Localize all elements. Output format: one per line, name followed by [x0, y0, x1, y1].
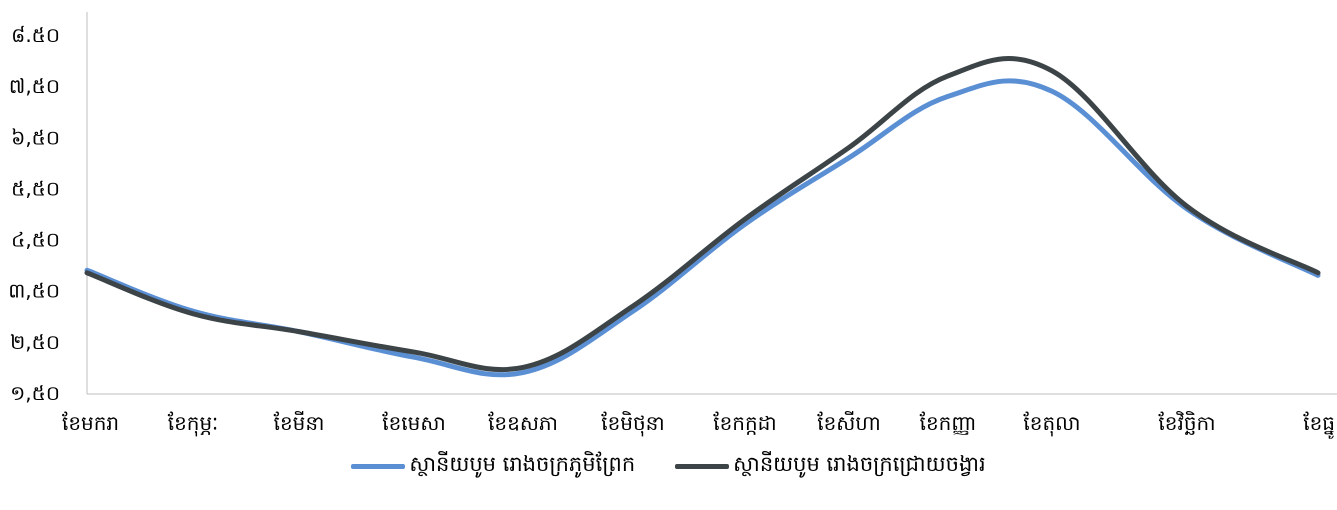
- y-tick-label: ៨.៥០: [11, 23, 60, 47]
- legend-swatch-series-2: [675, 464, 729, 469]
- legend-label-series-2: ស្ថានីយបូម រោងចក្រជ្រោយចង្វារ: [733, 451, 985, 482]
- y-axis-labels: ១,៥០ ២,៥០ ៣,៥០ ៤,៥០ ៥,៥០ ៦,៥០ ៧,៥០ ៨.៥០: [8, 23, 60, 405]
- legend-label-series-1: ស្ថានីយបូម រោងចក្រភូមិព្រែក: [409, 451, 635, 482]
- x-tick-label: ខែមេសា: [382, 411, 445, 435]
- line-chart: ១,៥០២,៥០៣,៥០៤,៥០៥,៥០៦,៥០៧,៥០៨.៥០ ខែមករាខ…: [0, 0, 1337, 440]
- y-tick-label: ៤,៥០: [11, 228, 60, 252]
- y-tick-label: ៦,៥០: [11, 125, 60, 149]
- x-tick-label: ខែតុលា: [1023, 411, 1080, 437]
- series-line-2: [87, 58, 1318, 369]
- x-axis-labels: ខែមករា ខែកុម្ភៈ ខែមីនា ខែមេសា ខែឧសភា ខែមិថុនា…: [62, 410, 1335, 439]
- y-tick-label: ៧,៥០: [9, 74, 60, 98]
- x-tick-label: ខែឧសភា: [488, 411, 558, 435]
- x-tick-label: ខែកុម្ភៈ: [168, 411, 219, 437]
- x-tick-label: ខែមករា: [62, 411, 119, 435]
- x-tick-label: ខែមីនា: [274, 410, 325, 435]
- x-tick-label: ខែមិថុនា: [601, 410, 664, 437]
- series-lines: [87, 58, 1318, 374]
- x-tick-label: ខែវិច្ឆិកា: [1158, 410, 1215, 435]
- x-tick-label: ខែធ្នូ: [1303, 411, 1335, 439]
- y-tick-label: ៣,៥០: [8, 279, 60, 303]
- y-tick-label: ២,៥០: [10, 330, 60, 354]
- y-tick-label: ១,៥០: [10, 381, 60, 405]
- chart-legend: ស្ថានីយបូម រោងចក្រភូមិព្រែក ស្ថានីយបូម រ…: [0, 446, 1337, 486]
- x-tick-label: ខែសីហា: [817, 410, 880, 435]
- legend-swatch-series-1: [351, 464, 405, 469]
- legend-item-series-1: ស្ថានីយបូម រោងចក្រភូមិព្រែក: [351, 451, 635, 482]
- y-tick-label: ៥,៥០: [11, 176, 60, 200]
- legend-item-series-2: ស្ថានីយបូម រោងចក្រជ្រោយចង្វារ: [675, 451, 985, 482]
- series-line-1: [87, 81, 1318, 375]
- x-tick-label: ខែកក្កដា: [713, 411, 776, 435]
- x-tick-label: ខែកញ្ញា: [920, 411, 977, 435]
